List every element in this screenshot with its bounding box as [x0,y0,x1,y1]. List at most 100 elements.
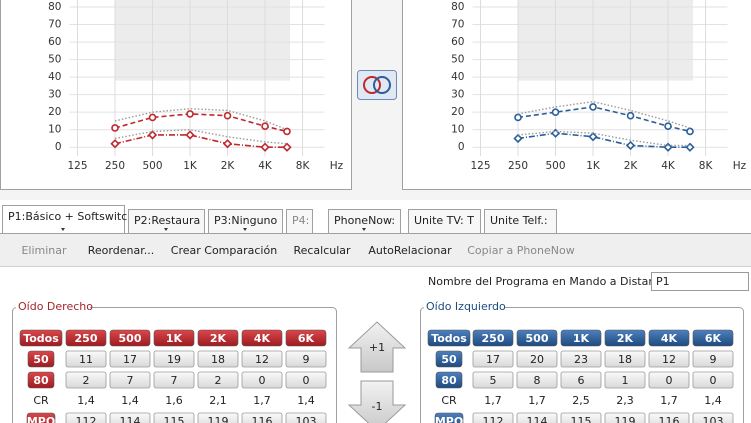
gain-cell[interactable] [285,371,327,389]
decrease-button[interactable] [347,380,407,423]
frequency-button[interactable] [692,329,734,347]
x-tick-label: 4K [258,160,273,172]
gain-cell[interactable] [65,412,107,423]
tab[interactable] [408,209,481,234]
gain-cell[interactable] [516,371,558,389]
frequency-button[interactable] [153,329,195,347]
toolbar-button[interactable]: Crear Comparación [171,244,277,257]
gain-cell[interactable] [692,371,734,389]
level-button[interactable] [27,350,55,368]
y-tick-label: 70 [48,19,61,31]
frequency-button[interactable] [109,329,151,347]
gain-cell[interactable] [285,350,327,368]
gain-cell[interactable] [285,412,327,423]
tab[interactable] [128,209,205,234]
gain-cell[interactable] [648,412,690,423]
mpo-button[interactable] [26,412,56,423]
gain-cell[interactable] [65,350,107,368]
gain-cell[interactable] [153,412,195,423]
gain-cell[interactable] [197,412,239,423]
gain-cell[interactable] [109,412,151,423]
y-tick-label: 20 [48,106,61,118]
gain-cell[interactable] [604,412,646,423]
frequency-button[interactable] [65,329,107,347]
gain-cell[interactable] [472,412,514,423]
frequency-button[interactable] [648,329,690,347]
gain-point [589,103,597,111]
group-box [12,307,337,423]
tab-label: P1:Básico + Softswitc [8,210,127,223]
gain-cell[interactable] [197,371,239,389]
gain-cell[interactable] [560,350,602,368]
x-tick-label: 2K [221,160,236,172]
all-button-label: Todos [23,332,59,345]
y-tick-label: 30 [451,89,464,101]
gain-cell[interactable] [153,350,195,368]
toolbar-button[interactable]: AutoRelacionar [368,244,452,257]
tab-label: P2:Restaura [134,214,200,227]
level-button[interactable] [27,371,55,389]
gain-cell[interactable] [692,350,734,368]
gain-point [551,108,560,116]
gain-cell[interactable] [65,371,107,389]
frequency-button[interactable] [516,329,558,347]
x-tick-label: 250 [508,160,528,172]
gain-cell-value: 103 [296,415,317,423]
gain-cell[interactable] [560,371,602,389]
increase-button[interactable] [347,321,407,373]
gain-cell[interactable] [472,350,514,368]
gain-cell[interactable] [472,371,514,389]
tab[interactable] [484,209,557,234]
gain-cell-value: 18 [618,353,632,366]
toolbar-button[interactable]: Eliminar [21,244,67,257]
all-button-label: Todos [431,332,467,345]
frequency-button[interactable] [604,329,646,347]
all-button[interactable] [427,329,471,347]
gain-cell[interactable] [648,371,690,389]
y-tick-label: 40 [451,71,464,83]
toolbar-button[interactable]: Copiar a PhoneNow [467,244,574,257]
gain-cell[interactable] [197,350,239,368]
gain-curve [114,107,288,131]
gain-cell[interactable] [109,371,151,389]
level-button-label: 50 [441,353,457,366]
gain-cell-value: 11 [79,353,93,366]
remote-name-input[interactable] [651,272,749,291]
level-button[interactable] [435,371,463,389]
gain-cell[interactable] [516,350,558,368]
level-button[interactable] [435,350,463,368]
y-tick-label: 20 [451,106,464,118]
mpo-button[interactable] [434,412,464,423]
link-icon-red [363,76,381,94]
all-button[interactable] [19,329,63,347]
y-tick-label: 0 [55,141,62,153]
toolbar-button[interactable]: Reordenar... [88,244,154,257]
gain-cell[interactable] [516,412,558,423]
gain-cell[interactable] [241,371,283,389]
gain-cell[interactable] [241,350,283,368]
x-tick-label: 500 [142,160,162,172]
gain-cell-value: 114 [120,415,141,423]
gain-cell[interactable] [604,350,646,368]
gain-cell-value: 2 [215,374,222,387]
frequency-button[interactable] [241,329,283,347]
gain-cell[interactable] [648,350,690,368]
y-tick-label: 60 [48,36,61,48]
frequency-button[interactable] [560,329,602,347]
gain-cell[interactable] [604,371,646,389]
gain-cell[interactable] [560,412,602,423]
cr-value: 1,6 [165,394,183,407]
y-tick-label: 60 [451,36,464,48]
gain-cell[interactable] [153,371,195,389]
gain-cell-value: 116 [252,415,273,423]
gain-cell[interactable] [109,350,151,368]
gain-cell[interactable] [241,412,283,423]
gain-cell[interactable] [692,412,734,423]
toolbar-button[interactable]: Recalcular [293,244,351,257]
gain-cell-value: 112 [76,415,97,423]
frequency-button-label: 500 [119,332,142,345]
frequency-button[interactable] [197,329,239,347]
tab[interactable] [286,209,313,234]
frequency-button[interactable] [472,329,514,347]
frequency-button[interactable] [285,329,327,347]
